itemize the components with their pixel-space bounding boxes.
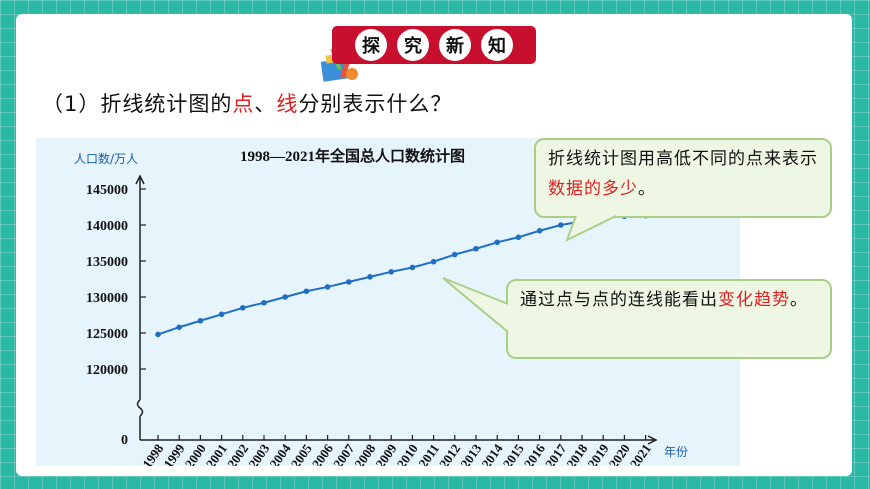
slide: 探 究 新 知 （1）折线统计图的点、线分别表示什么？ 1998—2021年全国… [16, 14, 852, 476]
data-point [430, 258, 437, 265]
y-tick-label: 130000 [86, 291, 128, 306]
line-chart: 1998—2021年全国总人口数统计图 人口数/万人 年份 0 120000 12… [74, 147, 688, 466]
callout-points-end: 。 [638, 179, 656, 199]
data-point [494, 239, 501, 246]
data-point [346, 279, 352, 285]
callout-line-end: 。 [790, 290, 808, 310]
question-separator: 、 [254, 92, 277, 116]
title-char-2: 究 [397, 29, 429, 61]
y-tick-label: 135000 [86, 255, 128, 270]
data-point [197, 317, 204, 324]
data-point [240, 305, 246, 311]
title-char-4: 知 [481, 29, 513, 61]
data-point [452, 251, 458, 258]
section-title: 探 究 新 知 [332, 26, 536, 64]
data-point [409, 264, 416, 271]
data-point [579, 218, 585, 225]
y-tick-label: 145000 [86, 183, 128, 198]
y-zero-label: 0 [121, 433, 128, 448]
data-point [176, 324, 182, 331]
callout-line-highlight: 变化趋势 [718, 290, 790, 310]
data-point [282, 294, 288, 300]
data-point [303, 288, 310, 295]
callout-line-text: 通过点与点的连线能看出 [520, 290, 718, 310]
data-point [155, 331, 161, 338]
title-char-3: 新 [439, 29, 471, 61]
question-suffix: 分别表示什么？ [298, 92, 453, 116]
callout-points-text: 折线统计图用高低不同的点来表示 [548, 149, 818, 169]
data-point [388, 269, 395, 275]
y-axis-break [136, 399, 144, 417]
data-point [324, 284, 331, 290]
callout-line: 通过点与点的连线能看出变化趋势。 [506, 279, 832, 359]
data-point [515, 234, 522, 241]
x-axis-label: 年份 [664, 445, 688, 459]
callout-points-highlight: 数据的多少 [548, 179, 638, 199]
series-line [157, 214, 646, 336]
y-axis-arrow [135, 174, 145, 185]
data-point [558, 222, 564, 228]
title-char-1: 探 [355, 29, 387, 61]
x-axis-arrow [647, 435, 658, 445]
data-point [473, 245, 479, 252]
y-tick-label: 120000 [86, 363, 128, 378]
y-axis-label: 人口数/万人 [74, 151, 138, 166]
data-point [218, 311, 225, 318]
y-tick-label: 140000 [86, 219, 128, 234]
data-point [536, 227, 543, 234]
y-tick-label: 125000 [86, 327, 128, 342]
question-highlight-line: 线 [276, 92, 299, 116]
chart-title: 1998—2021年全国总人口数统计图 [240, 147, 465, 165]
data-point [367, 274, 373, 280]
callout-points: 折线统计图用高低不同的点来表示数据的多少。 [534, 138, 832, 218]
question-text: （1）折线统计图的点、线分别表示什么？ [42, 88, 452, 118]
question-highlight-point: 点 [232, 92, 255, 116]
x-tick-label: 2021 [627, 441, 654, 466]
data-point [261, 299, 267, 306]
question-prefix: （1）折线统计图的 [42, 92, 233, 116]
